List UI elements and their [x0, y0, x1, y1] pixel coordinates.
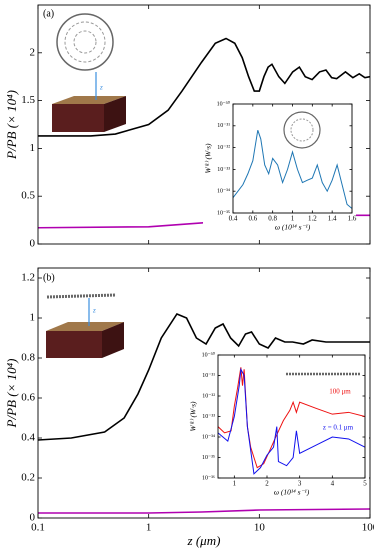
x-tick-label: 10: [254, 522, 266, 534]
y-tick-label: 10⁻³⁴: [217, 189, 230, 195]
x-tick-label: 1.4: [328, 215, 337, 223]
slab-front: [52, 104, 104, 132]
plot-frame: [217, 354, 366, 479]
y-tick-label: 0.5: [21, 190, 35, 202]
series-label: z = 0.1 μm: [323, 424, 354, 432]
y-axis-label: W⁽¹⁾ (W·s): [189, 401, 198, 432]
x-tick-label: 0.1: [31, 522, 45, 534]
y-tick-label: 0.4: [21, 432, 35, 444]
slab-front: [46, 331, 102, 358]
inset-background: [203, 102, 356, 233]
x-tick-label: 100: [362, 522, 374, 534]
fullerene-small-mesh: [290, 118, 314, 142]
x-tick-label: 1: [233, 480, 237, 488]
x-tick-label: 1.2: [308, 215, 317, 223]
y-tick-label: 10⁻³¹: [217, 123, 230, 129]
x-tick-label: 3: [298, 480, 302, 488]
x-tick-label: 1: [291, 215, 295, 223]
x-tick-label: 1.6: [348, 215, 357, 223]
y-tick-label: 10⁻³¹: [202, 373, 215, 379]
x-tick-label: 0.6: [248, 215, 257, 223]
y-tick-label: 1.5: [21, 94, 35, 106]
fullerene-mesh: [64, 21, 106, 63]
slab-side: [104, 96, 126, 132]
series-label: 100 μm: [329, 388, 351, 396]
y-tick-label: 0: [30, 512, 36, 524]
y-tick-label: 10⁻³⁶: [202, 475, 215, 481]
y-tick-label: 10⁻³⁰: [217, 100, 231, 107]
y-tick-label: 1: [30, 312, 36, 324]
series-line: [38, 313, 370, 441]
y-tick-label: 0: [30, 238, 36, 250]
y-tick-label: 10⁻³²: [202, 393, 215, 399]
y-tick-label: 10⁻³³: [202, 414, 215, 420]
y-tick-label: 10⁻³⁵: [202, 455, 215, 461]
plot-frame: [37, 267, 371, 519]
slab-top: [52, 96, 126, 104]
plot-frame: [232, 103, 353, 214]
y-tick-label: 0.2: [21, 472, 35, 484]
series-line: [218, 367, 365, 475]
nanotube: [46, 293, 117, 299]
x-tick-label: 0.8: [268, 215, 277, 223]
x-tick-label: 0.4: [229, 215, 238, 223]
panel-label: (b): [43, 272, 55, 283]
y-tick-label: 10⁻³⁰: [202, 351, 216, 358]
y-axis-label: P/PB (× 10⁴): [4, 90, 19, 160]
x-tick-label: 2: [265, 480, 269, 488]
y-tick-label: 1: [30, 142, 36, 154]
panel: 10⁻³⁶ 10⁻³⁵ 10⁻³⁴ 10⁻³³ 10⁻³² 10⁻³¹ 10⁻³⁰ 1 2 3 4 5…: [188, 351, 369, 498]
y-axis-label: W⁽¹⁾ (W·s): [204, 143, 213, 174]
fullerene-mesh: [73, 30, 97, 54]
plot-frame: [37, 4, 371, 245]
annotation: z: [99, 84, 103, 92]
x-tick-label: 1: [146, 522, 152, 534]
annotation: z: [92, 307, 96, 315]
series-line: [218, 367, 365, 469]
y-tick-label: 0.6: [21, 392, 35, 404]
x-axis-label: ω (10¹⁴ s⁻¹): [275, 223, 311, 232]
illustration-a: [52, 13, 126, 132]
series-line: [38, 37, 370, 137]
fullerene-small: [283, 111, 321, 149]
y-tick-label: 1.2: [21, 272, 35, 284]
y-tick-label: 10⁻³⁵: [217, 210, 230, 216]
y-tick-label: 10⁻³²: [217, 145, 230, 151]
x-axis-label: z (μm): [187, 533, 221, 548]
panel-label: (a): [43, 8, 54, 19]
y-tick-label: 0.8: [21, 352, 35, 364]
x-tick-label: 5: [363, 480, 367, 488]
y-tick-label: 10⁻³³: [217, 167, 230, 173]
series-line: [38, 508, 370, 514]
series-line: [233, 130, 352, 209]
x-axis-label: ω (10¹⁴ s⁻¹): [274, 488, 310, 497]
y-tick-label: 2: [30, 46, 36, 58]
y-axis-label: P/PB (× 10⁴): [4, 359, 19, 429]
y-tick-label: 10⁻³⁴: [202, 434, 215, 440]
slab-side: [102, 322, 124, 358]
panel: 0 0.2 0.4 0.6 0.8 1 1.2 0.1 1 10 100 (b) z z (μm) P/PB…: [4, 267, 374, 548]
slab-top: [46, 322, 124, 331]
x-tick-label: 4: [331, 480, 335, 488]
illustration-b: [46, 293, 124, 358]
panel: 10⁻³⁵ 10⁻³⁴ 10⁻³³ 10⁻³² 10⁻³¹ 10⁻³⁰ 0.4 0.6 0.8 1…: [203, 100, 357, 233]
